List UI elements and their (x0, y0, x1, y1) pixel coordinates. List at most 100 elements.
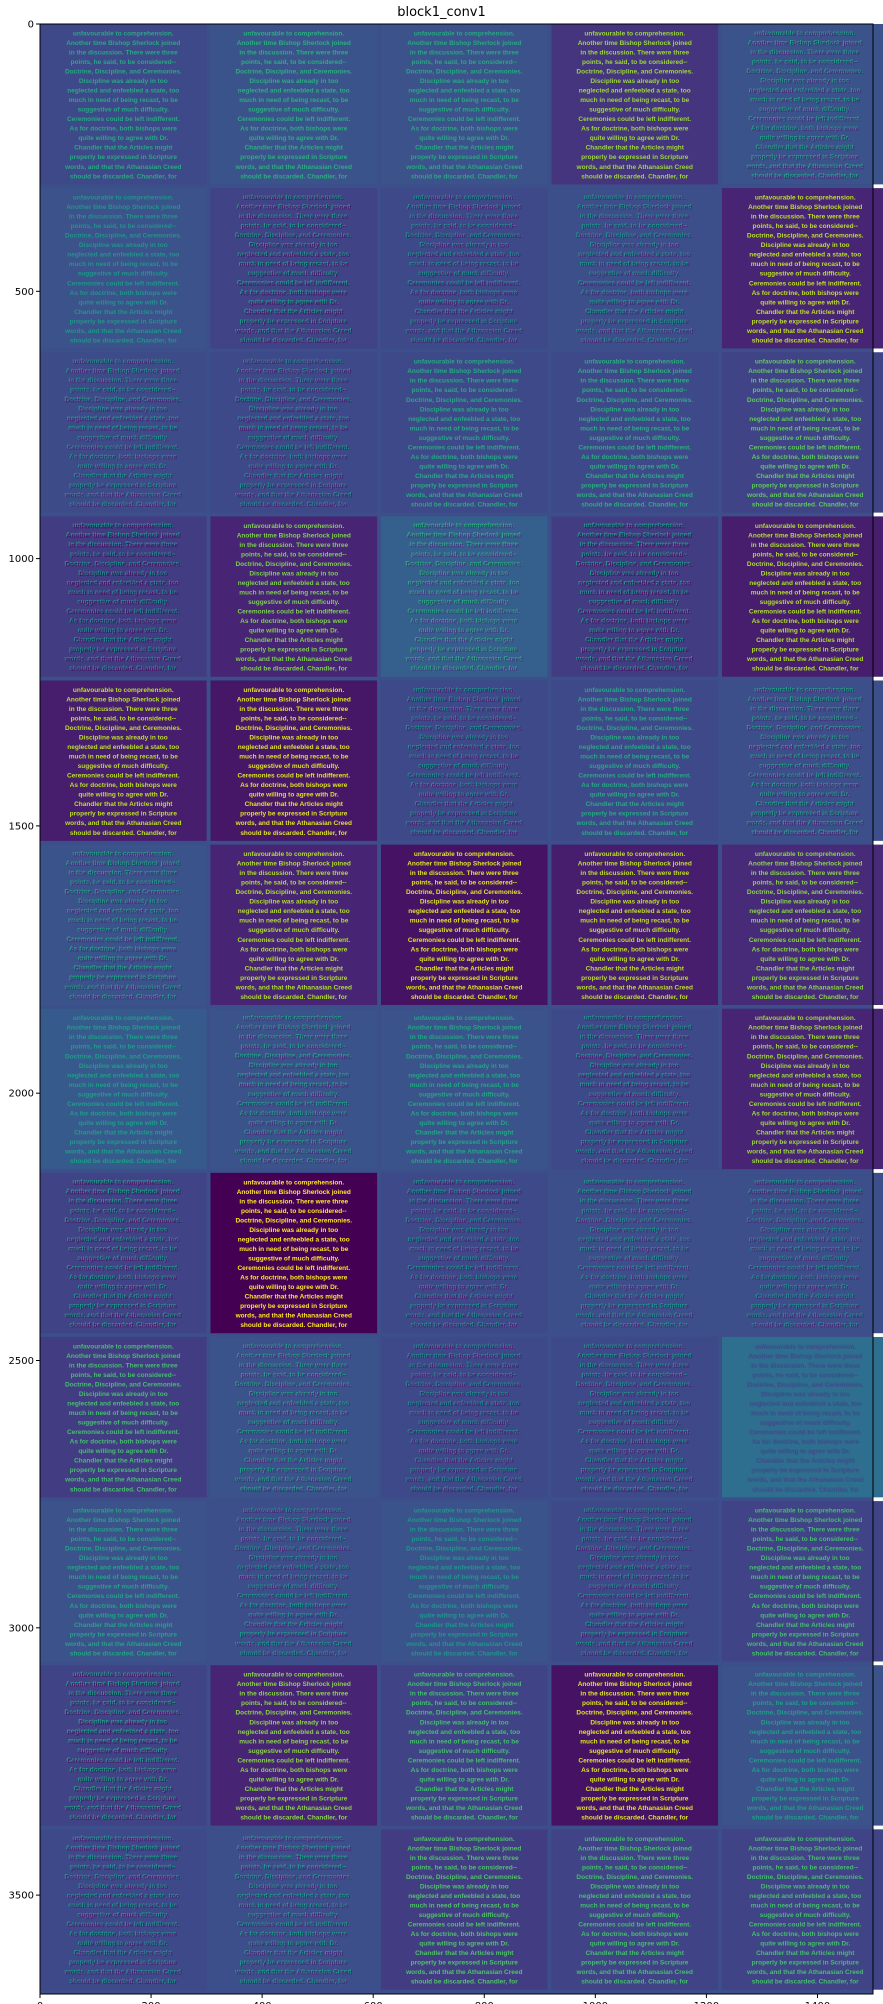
tile-text-line: Chandler that the Articles might (756, 1786, 855, 1793)
tile-text-line: Ceremonies could be left indifferent. (578, 116, 691, 123)
tile-text-line-highlight: As for doctrine, both bishops were (410, 782, 518, 789)
tile-text-line: Doctrine, Discipline, and Ceremonies. (577, 233, 694, 240)
tile-text-line: words, and that the Athanasian Creed (576, 1149, 693, 1156)
tile-text-line: Doctrine, Discipline, and Ceremonies. (747, 233, 864, 240)
tile-text-line: Discipline was already in too (249, 78, 338, 85)
tile-text-line: Chandler that the Articles might (245, 965, 344, 972)
tile-text-line: words, and that the Athanasian Creed (746, 1969, 863, 1976)
tile-text-line: Another time Bishop Sherlock joined (237, 1518, 351, 1525)
tile-text-line: Another time Bishop Sherlock joined (237, 532, 351, 539)
tile-text-line: properly be expressed in Scripture (752, 318, 860, 325)
tile-text-line-highlight: should be discarded. Chandler, for (69, 1322, 176, 1329)
tile-text-line: suggestive of much difficulty. (248, 599, 339, 606)
tile-text-line: As for doctrine, both bishops were (411, 454, 519, 461)
tile-text-line: should be discarded. Chandler, for (411, 338, 518, 345)
tile-text-line: Another time Bishop Sherlock joined (578, 1025, 692, 1032)
tile-text-line: neglected and enfeebled a state, too (408, 1893, 520, 1900)
tile-text-line: Discipline was already in too (79, 1391, 168, 1398)
tile-text-line: much in need of being recast, to be (69, 1903, 178, 1910)
tile-text-line: much in need of being recast, to be (581, 1411, 690, 1418)
tile-text-line: much in need of being recast, to be (581, 1082, 690, 1089)
tile-text-line: suggestive of much difficulty. (78, 763, 169, 770)
tile-text-line: Another time Bishop Sherlock joined (237, 369, 351, 376)
feature-map-tile-background (721, 1336, 883, 1498)
tile-text-line: Discipline was already in too (79, 1227, 168, 1234)
tile-text-line: in the discussion. There were three (751, 50, 860, 57)
tile-text-line: much in need of being recast, to be (751, 1902, 860, 1909)
tile-text-line: Chandler that the Articles might (586, 1294, 685, 1301)
tile-text-line: Doctrine, Discipline, and Ceremonies. (747, 1218, 864, 1225)
tile-text-line-highlight: Ceremonies could be left indifferent. (407, 608, 520, 615)
tile-text-line: Ceremonies could be left indifferent. (67, 609, 180, 616)
feature-map-tile: unfavourable to comprehension.Another ti… (380, 1501, 548, 1662)
tile-text-line: much in need of being recast, to be (580, 918, 689, 925)
tile-text-line: Discipline was already in too (249, 735, 338, 742)
tile-text-line: much in need of being recast, to be (751, 1411, 860, 1418)
feature-map-tile: unfavourable to comprehension.Another ti… (721, 844, 883, 1005)
feature-map-tile: unfavourable to comprehension.unfavourab… (380, 1336, 548, 1498)
tile-text-line: As for doctrine, both bishops were (240, 1275, 348, 1282)
tile-text-line: suggestive of much difficulty. (78, 1256, 169, 1263)
feature-map-tile-background (380, 1665, 548, 1826)
tile-text-line: points, he said, to be considered-- (412, 224, 517, 231)
tile-text-line: unfavourable to comprehension. (584, 851, 685, 858)
tile-text-line: unfavourable to comprehension. (755, 31, 856, 38)
tile-text-line-highlight: quite willing to agree with Dr. (760, 135, 850, 142)
tile-text-line: suggestive of much difficulty. (249, 1092, 340, 1099)
feature-map-tile: unfavourable to comprehension.unfavourab… (551, 516, 719, 677)
tile-text-line-highlight: should be discarded. Chandler, for (581, 1322, 688, 1329)
tile-text-line: unfavourable to comprehension. (73, 1343, 174, 1350)
tile-text-line-highlight: quite willing to agree with Dr. (248, 1448, 338, 1455)
tile-text-line-highlight: quite willing to agree with Dr. (419, 791, 509, 798)
tile-text-line: Ceremonies could be left indifferent. (578, 773, 691, 780)
tile-text-line: Doctrine, Discipline, and Ceremonies. (65, 1382, 182, 1389)
tile-text-line: points, he said, to be considered-- (71, 388, 176, 395)
tile-text-line: As for doctrine, both bishops were (70, 1275, 178, 1282)
tile-text-line: neglected and enfeebled a state, too (67, 1401, 179, 1408)
tile-text-line: should be discarded. Chandler, for (752, 1487, 859, 1494)
tile-text-line: should be discarded. Chandler, for (411, 1323, 518, 1330)
tile-text-line: quite willing to agree with Dr. (249, 1613, 339, 1620)
feature-map-tile: unfavourable to comprehension.Another ti… (551, 1829, 719, 1990)
tile-text-line-highlight: points, he said, to be considered-- (581, 1043, 686, 1050)
tile-text-line: Discipline was already in too (761, 1227, 850, 1234)
tile-text-line-highlight: words, and that the Athanasian Creed (404, 1312, 521, 1319)
tile-text-line: Discipline was already in too (761, 1555, 850, 1562)
tile-text-line-highlight: suggestive of much difficulty. (248, 1091, 339, 1098)
tile-text-line: unfavourable to comprehension. (585, 195, 686, 202)
tile-text-line-highlight: Ceremonies could be left indifferent. (407, 1264, 520, 1271)
tile-text-line: properly be expressed in Scripture (70, 1139, 178, 1146)
tile-text-line: As for doctrine, both bishops were (70, 1603, 178, 1610)
tile-text-line-highlight: Discipline was already in too (249, 1062, 338, 1069)
tile-text-line: Another time Bishop Sherlock joined (748, 1845, 862, 1852)
tile-text-line: points, he said, to be considered-- (242, 1865, 347, 1872)
tile-text-line-highlight: As for doctrine, both bishops were (69, 1274, 177, 1281)
tile-text-line: Chandler that the Articles might (586, 1130, 685, 1137)
tile-text-line-highlight: should be discarded. Chandler, for (69, 501, 176, 508)
tile-text-line-highlight: in the discussion. There were three (409, 705, 518, 712)
tile-text-line: in the discussion. There were three (751, 542, 860, 549)
tile-text-line-highlight: As for doctrine, both bishops were (410, 1438, 518, 1445)
tile-text-line: unfavourable to comprehension. (414, 1672, 515, 1679)
tile-text-line: Doctrine, Discipline, and Ceremonies. (747, 397, 864, 404)
tile-text-line-highlight: Doctrine, Discipline, and Ceremonies. (64, 560, 181, 567)
tile-text-line: Ceremonies could be left indifferent. (749, 609, 862, 616)
tile-text-line: Doctrine, Discipline, and Ceremonies. (235, 1217, 352, 1224)
tile-text-line-highlight: Doctrine, Discipline, and Ceremonies. (64, 396, 181, 403)
tile-text-line: Doctrine, Discipline, and Ceremonies. (65, 69, 182, 76)
tile-text-line-highlight: points, he said, to be considered-- (240, 1043, 345, 1050)
tile-text-line: words, and that the Athanasian Creed (405, 1148, 522, 1155)
tile-text-line: quite willing to agree with Dr. (760, 1120, 850, 1127)
tile-text-line-highlight: words, and that the Athanasian Creed (745, 1476, 862, 1483)
feature-map-tile-background (40, 1829, 207, 1990)
tile-text-line: in the discussion. There were three (410, 542, 519, 549)
tile-text-line: quite willing to agree with Dr. (249, 792, 339, 799)
tile-text-line: Chandler that the Articles might (415, 1950, 514, 1957)
tile-text-line-highlight: words, and that the Athanasian Creed (404, 327, 521, 334)
tile-text-line: As for doctrine, both bishops were (240, 126, 348, 133)
tile-text-line: Chandler that the Articles might (75, 1786, 174, 1793)
feature-map-tile-background (721, 680, 883, 841)
tile-text-line: much in need of being recast, to be (581, 1575, 690, 1582)
tile-text-line: neglected and enfeebled a state, too (68, 1237, 180, 1244)
tile-text-line-highlight: suggestive of much difficulty. (589, 1255, 680, 1262)
